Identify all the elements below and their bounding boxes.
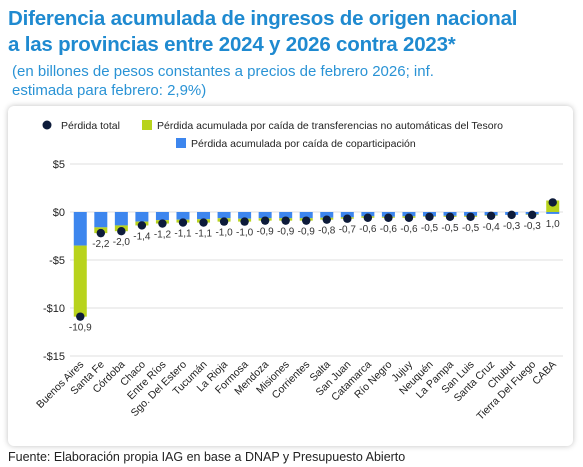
legend-marker-total bbox=[42, 120, 52, 130]
y-tick-label: -$15 bbox=[43, 351, 65, 363]
source-note: Fuente: Elaboración propia IAG en base a… bbox=[8, 450, 406, 464]
bar-copart bbox=[135, 212, 149, 222]
y-tick-label: -$5 bbox=[49, 255, 65, 267]
dot-total bbox=[384, 213, 393, 222]
data-label: -0,3 bbox=[524, 221, 542, 232]
bar-copart bbox=[546, 212, 560, 214]
dot-total bbox=[445, 212, 455, 221]
dot-total bbox=[404, 213, 414, 222]
chart-title: Diferencia acumulada de ingresos de orig… bbox=[8, 6, 578, 58]
bar-copart bbox=[197, 212, 211, 220]
data-label: -0,9 bbox=[277, 227, 295, 238]
legend-label-total: Pérdida total bbox=[61, 120, 120, 132]
bar-copart bbox=[176, 212, 190, 220]
dot-total bbox=[96, 228, 106, 238]
bar-copart bbox=[94, 212, 108, 228]
dot-total bbox=[425, 212, 434, 221]
data-label: -0,9 bbox=[298, 227, 316, 238]
dot-total bbox=[76, 312, 85, 321]
data-label: -0,5 bbox=[462, 223, 480, 234]
data-label: -0,6 bbox=[359, 224, 377, 235]
legend-marker-transfers bbox=[142, 120, 152, 130]
data-label: -0,7 bbox=[339, 225, 357, 236]
data-label: -1,0 bbox=[236, 228, 254, 239]
bar-copart bbox=[238, 212, 252, 219]
dot-total bbox=[486, 211, 496, 221]
data-label: -0,4 bbox=[482, 222, 500, 233]
legend-label-copart: Pérdida acumulada por caída de copartici… bbox=[191, 138, 416, 150]
dot-total bbox=[260, 216, 270, 225]
dot-total bbox=[322, 215, 331, 224]
bar-copart bbox=[258, 212, 272, 219]
data-label: -1,1 bbox=[195, 229, 213, 240]
data-label: -0,9 bbox=[257, 227, 275, 238]
dot-total bbox=[548, 198, 557, 207]
legend-marker-copart bbox=[176, 138, 186, 148]
y-tick-label: -$10 bbox=[43, 303, 65, 315]
dot-total bbox=[281, 216, 290, 225]
chart-panel: Pérdida total Pérdida acumulada por caída… bbox=[8, 106, 573, 446]
bar-copart bbox=[217, 212, 231, 219]
dot-total bbox=[240, 217, 249, 226]
data-label: -0,8 bbox=[318, 226, 336, 237]
bar-copart bbox=[320, 212, 334, 218]
bar-copart bbox=[299, 212, 313, 219]
data-label: -2,0 bbox=[113, 237, 131, 248]
data-label: -0,6 bbox=[400, 224, 418, 235]
legend-label-transfers: Pérdida acumulada por caída de transfere… bbox=[157, 120, 503, 132]
data-label: -2,2 bbox=[92, 239, 110, 250]
data-label: -1,1 bbox=[174, 229, 192, 240]
bar-copart bbox=[279, 212, 293, 219]
data-label: 1,0 bbox=[546, 219, 560, 230]
dot-total bbox=[466, 212, 475, 221]
data-label: -1,4 bbox=[133, 231, 151, 242]
data-label: -1,2 bbox=[154, 230, 172, 241]
bar-copart bbox=[155, 212, 169, 221]
dot-total bbox=[527, 210, 537, 220]
y-tick-label: $5 bbox=[53, 159, 65, 171]
data-label: -0,5 bbox=[421, 223, 439, 234]
chart-svg: Pérdida total Pérdida acumulada por caída… bbox=[34, 120, 563, 423]
y-tick-label: $0 bbox=[53, 207, 65, 219]
dot-total bbox=[158, 219, 167, 228]
dot-total bbox=[507, 210, 516, 220]
x-tick-label: CABA bbox=[530, 359, 559, 388]
bar-copart bbox=[73, 212, 87, 246]
data-label: -0,3 bbox=[503, 221, 521, 232]
bar-copart bbox=[114, 212, 128, 226]
chart-subtitle-line-1: (en billones de pesos constantes a preci… bbox=[12, 63, 434, 80]
dot-total bbox=[302, 216, 311, 225]
data-label: -0,6 bbox=[380, 224, 398, 235]
chart-subtitle-line-2: estimada para febrero: 2,9%) bbox=[12, 82, 207, 99]
dot-total bbox=[343, 214, 352, 223]
bar-transfers bbox=[73, 245, 87, 317]
dot-total bbox=[219, 217, 229, 226]
data-label: -10,9 bbox=[69, 323, 92, 334]
dot-total bbox=[178, 218, 188, 227]
data-label: -0,5 bbox=[441, 223, 459, 234]
data-label: -1,0 bbox=[215, 228, 233, 239]
dot-total bbox=[117, 227, 126, 236]
chart-subtitle: (en billones de pesos constantes a preci… bbox=[12, 62, 572, 100]
dot-total bbox=[363, 213, 373, 222]
chart-title-line-1: Diferencia acumulada de ingresos de orig… bbox=[8, 7, 518, 30]
dot-total bbox=[199, 218, 208, 227]
chart-title-line-2: a las provincias entre 2024 y 2026 contr… bbox=[8, 33, 456, 56]
dot-total bbox=[137, 221, 147, 230]
